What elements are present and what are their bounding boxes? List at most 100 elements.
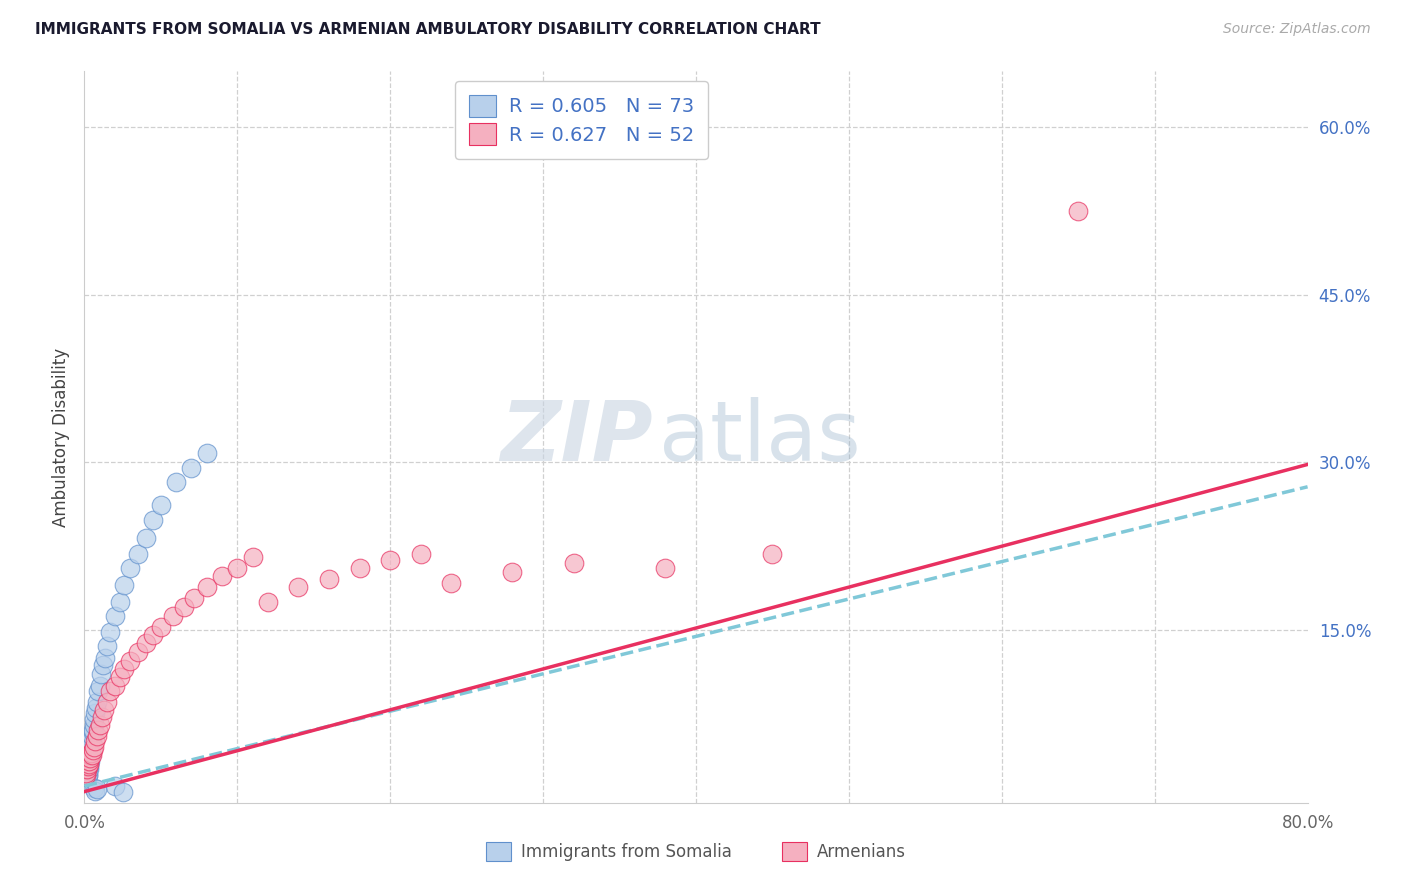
Point xyxy=(84,783,107,797)
Text: Source: ZipAtlas.com: Source: ZipAtlas.com xyxy=(1223,22,1371,37)
Point xyxy=(76,759,98,773)
Point xyxy=(94,650,117,665)
Point xyxy=(75,768,97,782)
Point xyxy=(502,565,524,579)
Point xyxy=(149,620,172,634)
Point xyxy=(120,654,142,668)
Point xyxy=(104,609,127,624)
Point xyxy=(180,460,202,475)
Text: ZIP: ZIP xyxy=(501,397,654,477)
Point xyxy=(86,729,108,743)
Point xyxy=(79,755,101,769)
Point xyxy=(135,531,157,545)
Point xyxy=(77,768,100,782)
Point xyxy=(75,765,97,780)
Point xyxy=(79,755,101,769)
Point xyxy=(75,768,97,782)
Point xyxy=(111,784,134,798)
Point xyxy=(77,755,100,769)
Point xyxy=(96,640,118,654)
Point xyxy=(76,759,98,773)
Point xyxy=(162,609,184,624)
Point xyxy=(76,770,98,784)
Point xyxy=(77,756,100,771)
Point xyxy=(761,547,783,561)
Point xyxy=(84,734,107,748)
Point xyxy=(77,751,100,765)
Point xyxy=(86,695,108,709)
Point xyxy=(80,747,103,762)
Text: IMMIGRANTS FROM SOMALIA VS ARMENIAN AMBULATORY DISABILITY CORRELATION CHART: IMMIGRANTS FROM SOMALIA VS ARMENIAN AMBU… xyxy=(35,22,821,37)
Point xyxy=(77,762,100,776)
Point xyxy=(173,600,195,615)
Point xyxy=(77,756,100,771)
Point xyxy=(76,762,98,776)
Point xyxy=(409,547,432,561)
Point xyxy=(142,628,165,642)
Point xyxy=(89,717,111,731)
Point xyxy=(80,747,103,762)
Point xyxy=(80,739,103,754)
Point xyxy=(75,759,97,773)
Point xyxy=(77,739,100,754)
Point xyxy=(82,729,104,743)
Point xyxy=(77,756,100,771)
Point xyxy=(76,759,98,773)
Point xyxy=(127,645,149,659)
Point xyxy=(83,712,105,726)
Point xyxy=(83,717,105,731)
Point xyxy=(211,569,233,583)
Point xyxy=(77,751,100,765)
Point xyxy=(226,561,249,575)
Point xyxy=(76,747,98,762)
Text: atlas: atlas xyxy=(659,397,860,477)
Point xyxy=(87,684,110,698)
Point xyxy=(287,580,309,594)
Point xyxy=(82,723,104,738)
Point xyxy=(149,498,172,512)
Point xyxy=(80,746,103,760)
Point xyxy=(76,756,98,771)
Point xyxy=(90,667,112,681)
Point xyxy=(135,636,157,650)
Point xyxy=(108,670,131,684)
Point xyxy=(86,782,108,797)
Point xyxy=(440,575,463,590)
Point xyxy=(108,595,131,609)
Point xyxy=(80,737,103,751)
Point xyxy=(195,446,218,460)
Point xyxy=(104,779,127,793)
Point xyxy=(79,747,101,762)
Point xyxy=(83,739,105,754)
Legend: Immigrants from Somalia, Armenians: Immigrants from Somalia, Armenians xyxy=(479,835,912,868)
Point xyxy=(98,684,121,698)
Point xyxy=(82,725,104,739)
Point xyxy=(75,762,97,776)
Point xyxy=(89,679,111,693)
Point xyxy=(75,762,97,776)
Point xyxy=(79,746,101,760)
Point xyxy=(1067,203,1090,218)
Point xyxy=(82,743,104,757)
Point xyxy=(349,561,371,575)
Point xyxy=(87,723,110,738)
Point xyxy=(76,765,98,780)
Point xyxy=(77,747,100,762)
Point xyxy=(127,547,149,561)
Point xyxy=(76,762,98,776)
Point xyxy=(257,595,280,609)
Point xyxy=(91,658,114,673)
Point xyxy=(76,755,98,769)
Point xyxy=(91,710,114,724)
Point xyxy=(242,550,264,565)
Point xyxy=(79,751,101,765)
Point xyxy=(318,573,340,587)
Point xyxy=(142,513,165,527)
Point xyxy=(654,561,676,575)
Point xyxy=(98,624,121,639)
Point xyxy=(80,734,103,748)
Point xyxy=(112,662,135,676)
Point xyxy=(76,759,98,773)
Point xyxy=(76,762,98,776)
Point xyxy=(104,679,127,693)
